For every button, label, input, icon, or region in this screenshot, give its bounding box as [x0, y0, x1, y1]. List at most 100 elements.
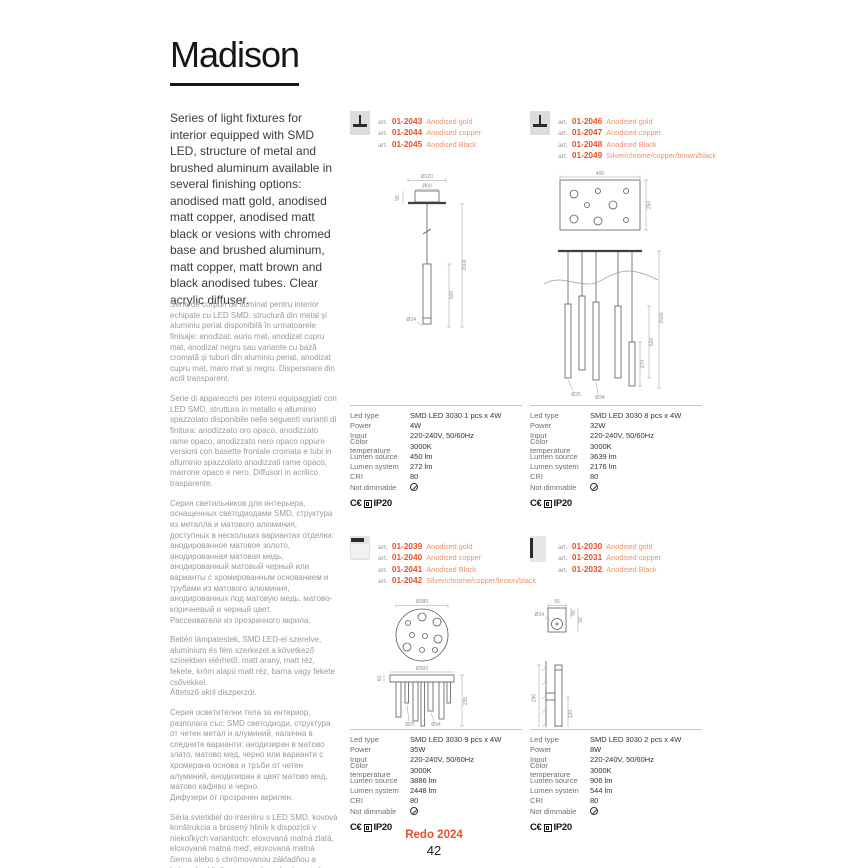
- art-finish: Anodised gold: [426, 117, 473, 126]
- art-finish: Anodised copper: [426, 128, 482, 138]
- description-romanian: Serie de corpuri de iluminat pentru inte…: [170, 300, 335, 384]
- spec-row: Power 4W: [350, 420, 422, 430]
- art-code: 01-2045: [391, 138, 423, 149]
- art-finish: Anodised copper: [606, 128, 662, 138]
- art-finish: Anodised Black: [606, 139, 657, 149]
- pendant-icon: [539, 115, 541, 125]
- ce-mark: C€: [530, 498, 542, 510]
- dim-label: 55: [571, 610, 577, 616]
- spec-row-not-dimmable: Not dimmable: [530, 806, 702, 816]
- footer-brand: Redo 2024: [405, 829, 463, 841]
- page-number: 42: [426, 843, 442, 858]
- not-dimmable-icon: [590, 483, 598, 492]
- article-row: art. 01-2048 Anodised Black: [558, 134, 716, 149]
- spec-row: Input 220-240V, 50/60Hz: [530, 755, 654, 765]
- ce-mark: C€: [350, 822, 362, 834]
- dim-label: Ø120: [421, 174, 433, 180]
- art-prefix: art.: [378, 555, 388, 563]
- spec-table: Led type SMD LED 3030 2 pcs x 4W Power 8W …: [530, 729, 702, 833]
- spec-row: Lumen source 450 lm: [350, 451, 433, 461]
- spec-row: Color temperature 3000K: [350, 437, 432, 456]
- art-finish: Anodised gold: [426, 542, 473, 551]
- dim-label: Ø34: [431, 722, 441, 727]
- art-code: 01-2041: [391, 563, 423, 574]
- dim-label: 120: [568, 710, 574, 719]
- spec-table: Led type SMD LED 3030 8 pcs x 4W Power 32W…: [530, 405, 702, 509]
- spec-row: Lumen source 906 lm: [530, 775, 613, 785]
- article-row: art. 01-2039 Anodised gold: [378, 536, 536, 551]
- spec-row-not-dimmable: Not dimmable: [350, 482, 522, 492]
- spec-row: CRI 80: [530, 472, 599, 482]
- art-prefix: art.: [378, 544, 388, 551]
- spec-row: Lumen system 544 lm: [530, 786, 613, 796]
- class2-insulation-icon: [363, 499, 372, 508]
- ip-rating: IP20: [553, 822, 573, 834]
- description-slovak: Séria svietidiel do interiéru s LED SMD,…: [170, 812, 338, 868]
- dim-label: 520: [649, 338, 655, 347]
- art-code: 01-2032: [571, 563, 603, 574]
- art-code: 01-2043: [391, 116, 423, 126]
- art-prefix: art.: [558, 141, 568, 149]
- dim-label: 92: [578, 617, 584, 623]
- product-thumbnail: [530, 111, 550, 135]
- wall-lamp-icon: [530, 538, 533, 558]
- spec-row: Lumen system 2448 lm: [350, 786, 437, 796]
- ip-rating: IP20: [373, 498, 393, 510]
- article-row: art. 01-2044 Anodised copper: [378, 122, 481, 137]
- technical-drawing-multi-pendant: 400 250 270 520 2500 Ø25 Ø34: [543, 171, 665, 400]
- dim-label: Ø34: [535, 612, 545, 618]
- dim-label: 55: [554, 599, 560, 605]
- spec-row: Input 220-240V, 50/60Hz: [350, 755, 474, 765]
- article-row: art. 01-2040 Anodised copper: [378, 547, 536, 562]
- spec-row-not-dimmable: Not dimmable: [530, 482, 702, 492]
- dim-label: 270: [640, 360, 646, 369]
- class2-insulation-icon: [543, 499, 552, 508]
- art-finish: Anodised copper: [426, 553, 482, 563]
- art-finish: Anodised copper: [606, 553, 662, 563]
- dim-label: 2000: [462, 259, 468, 270]
- product-thumbnail: [350, 536, 370, 560]
- art-code: 01-2030: [571, 541, 603, 551]
- ce-mark: C€: [350, 498, 362, 510]
- art-prefix: art.: [378, 141, 388, 149]
- art-prefix: art.: [558, 152, 568, 160]
- pendant-icon: [359, 115, 361, 125]
- spec-row: Input 220-240V, 50/60Hz: [530, 431, 654, 441]
- not-dimmable-icon: [410, 807, 418, 816]
- art-code: 01-2044: [391, 127, 423, 138]
- ip-rating: IP20: [373, 822, 393, 834]
- art-prefix: art.: [378, 566, 388, 574]
- art-code: 01-2046: [571, 116, 603, 126]
- dim-label: Ø25: [571, 392, 581, 398]
- art-prefix: art.: [558, 130, 568, 138]
- art-prefix: art.: [558, 566, 568, 574]
- article-row: art. 01-2043 Anodised gold: [378, 111, 481, 126]
- art-code: 01-2049: [571, 149, 603, 160]
- art-code: 01-2048: [571, 138, 603, 149]
- art-prefix: art.: [378, 577, 388, 585]
- dim-label: 55: [395, 195, 401, 201]
- spec-row: Led type SMD LED 3030 2 pcs x 4W: [530, 734, 682, 744]
- dim-label: Ø25: [405, 722, 415, 727]
- dim-label: 2500: [659, 312, 665, 323]
- article-list: art. 01-2039 Anodised gold art. 01-2040 Anod…: [378, 536, 536, 585]
- spec-row: CRI 80: [530, 796, 599, 806]
- art-finish: Anodised Black: [426, 139, 477, 149]
- class2-insulation-icon: [543, 823, 552, 832]
- certification-marks: C€ IP20: [350, 822, 522, 833]
- art-finish: Silver/chrome/copper/brown/black: [606, 150, 717, 160]
- article-row: art. 01-2041 Anodised Black: [378, 559, 536, 574]
- art-finish: Anodised Black: [606, 564, 657, 574]
- certification-marks: C€ IP20: [350, 498, 522, 509]
- dim-label: 250: [647, 201, 653, 210]
- art-code: 01-2040: [391, 552, 423, 563]
- art-finish: Anodised gold: [606, 542, 653, 551]
- not-dimmable-icon: [590, 807, 598, 816]
- dim-label: Ø34: [595, 395, 605, 400]
- art-code: 01-2047: [571, 127, 603, 138]
- article-row: art. 01-2031 Anodised copper: [558, 547, 661, 562]
- spec-row: Lumen source 3639 lm: [530, 451, 617, 461]
- dim-label: Ø380: [416, 599, 428, 605]
- description-translations: Serie de corpuri de iluminat pentru inte…: [170, 300, 338, 868]
